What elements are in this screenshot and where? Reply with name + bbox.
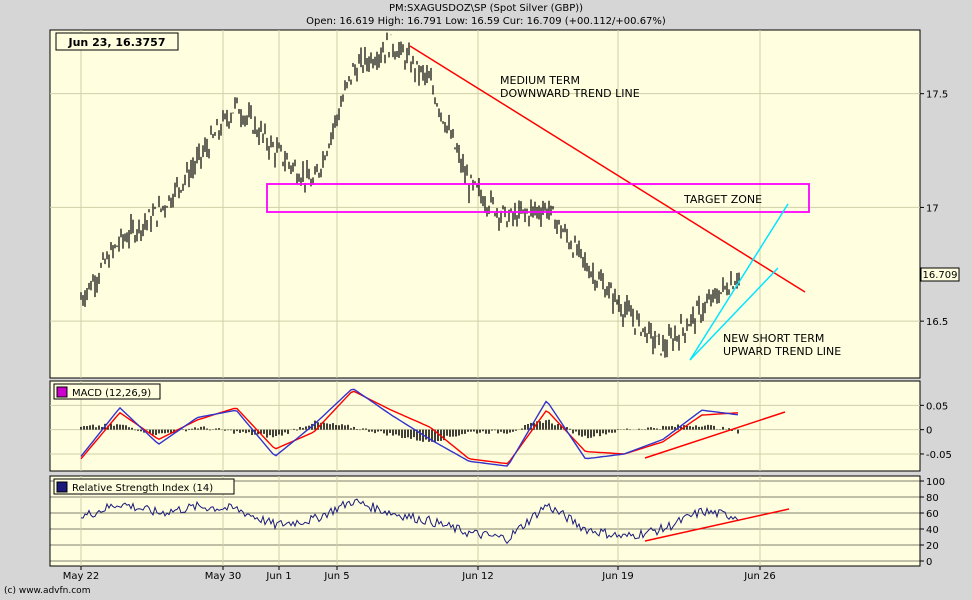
rsi-legend: Relative Strength Index (14) <box>72 483 213 494</box>
annotation-medium-term-1: MEDIUM TERM <box>500 74 580 87</box>
price-tick-label: 16.5 <box>926 317 948 328</box>
price-tick-label: 17.5 <box>926 90 948 101</box>
chart-title: PM:SXAGUSDOZ\SP (Spot Silver (GBP)) <box>388 3 584 14</box>
macd-legend-swatch <box>56 386 68 398</box>
rsi-legend-box <box>53 478 235 495</box>
macd-line <box>80 388 739 467</box>
current-price-label: 16.709 <box>923 270 958 281</box>
macd-legend-box <box>53 383 161 400</box>
x-tick-label: Jun 26 <box>743 571 776 582</box>
cursor-readout: Jun 23, 16.3757 <box>67 36 165 49</box>
rsi-legend-swatch <box>56 481 68 493</box>
annotation-short-term-1: NEW SHORT TERM <box>723 332 824 345</box>
cursor-readout-box <box>55 32 179 51</box>
rsi-tick-label: 40 <box>926 525 939 536</box>
rsi-series <box>80 498 740 545</box>
annotation-short-term-2: UPWARD TREND LINE <box>723 345 841 358</box>
rsi-tick-label: 20 <box>926 541 939 552</box>
macd-trend-line <box>644 411 786 459</box>
copyright-footer: (c) www.advfn.com <box>4 586 91 596</box>
macd-series <box>80 388 739 467</box>
rsi-line <box>80 498 740 545</box>
price-axis: 16.5 17 17.5 <box>920 90 948 328</box>
price-series <box>80 32 740 358</box>
upward-channel-top <box>689 203 789 361</box>
x-tick-label: Jun 12 <box>461 571 494 582</box>
x-tick-label: May 30 <box>205 571 242 582</box>
x-axis: May 22 May 30 Jun 1 Jun 5 Jun 12 Jun 19 Jun 26 <box>63 566 776 582</box>
macd-tick-label: 0.05 <box>926 401 948 412</box>
macd-panel <box>49 380 921 472</box>
upward-channel-bottom <box>689 267 779 361</box>
macd-tick-label: 0 <box>926 426 932 437</box>
downward-trend-line <box>409 45 806 293</box>
ohlc-summary: Open: 16.619 High: 16.791 Low: 16.59 Cur… <box>306 16 666 27</box>
x-tick-label: Jun 1 <box>265 571 291 582</box>
rsi-tick-label: 80 <box>926 493 939 504</box>
macd-axis: 0.05 0 -0.05 <box>920 401 952 461</box>
rsi-axis: 0 20 40 60 80 100 <box>920 477 945 568</box>
macd-legend: MACD (12,26,9) <box>72 388 151 399</box>
rsi-trend-line <box>644 508 790 542</box>
price-tick-label: 17 <box>926 203 939 214</box>
macd-tick-label: -0.05 <box>926 450 952 461</box>
current-price-tag <box>920 267 960 282</box>
x-tick-label: Jun 5 <box>323 571 349 582</box>
target-zone-box <box>266 183 810 213</box>
rsi-tick-label: 0 <box>926 557 932 568</box>
annotation-target-zone: TARGET ZONE <box>683 193 762 206</box>
rsi-tick-label: 60 <box>926 509 939 520</box>
annotation-medium-term-2: DOWNWARD TREND LINE <box>500 87 640 100</box>
rsi-tick-label: 100 <box>926 477 945 488</box>
x-tick-label: Jun 19 <box>601 571 634 582</box>
x-tick-label: May 22 <box>63 571 100 582</box>
